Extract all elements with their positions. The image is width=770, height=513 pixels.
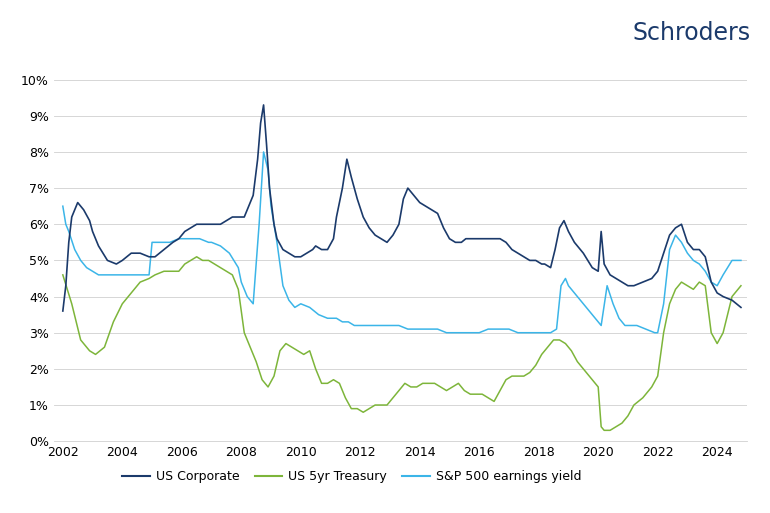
Legend: US Corporate, US 5yr Treasury, S&P 500 earnings yield: US Corporate, US 5yr Treasury, S&P 500 e… bbox=[117, 465, 587, 488]
Text: Schroders: Schroders bbox=[633, 21, 751, 45]
